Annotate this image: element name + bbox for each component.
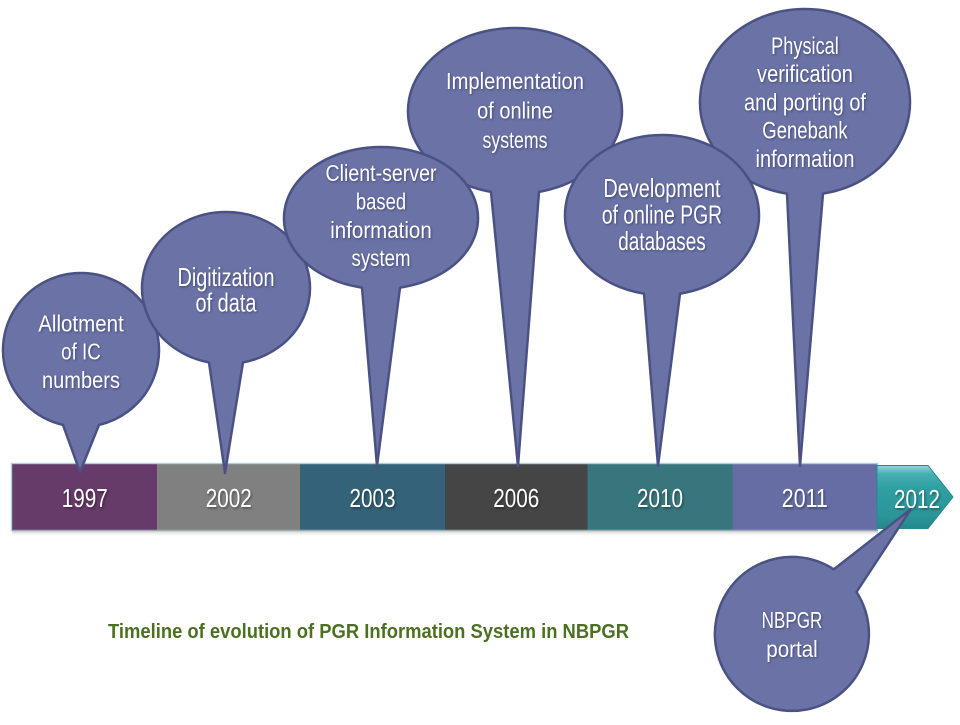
svg-text:2002: 2002 bbox=[206, 483, 252, 513]
svg-text:2006: 2006 bbox=[493, 483, 539, 513]
svg-text:numbers: numbers bbox=[42, 367, 120, 393]
svg-text:Allotment: Allotment bbox=[38, 310, 124, 336]
svg-text:of data: of data bbox=[196, 288, 257, 318]
svg-text:Client-server: Client-server bbox=[326, 160, 437, 186]
svg-text:portal: portal bbox=[766, 636, 818, 662]
svg-text:verification: verification bbox=[757, 61, 853, 88]
svg-text:NBPGR: NBPGR bbox=[762, 607, 823, 633]
svg-text:of IC: of IC bbox=[61, 339, 101, 365]
svg-text:Development: Development bbox=[603, 173, 721, 203]
svg-text:Physical: Physical bbox=[771, 33, 839, 60]
svg-text:and porting of: and porting of bbox=[744, 89, 866, 116]
svg-text:information: information bbox=[756, 146, 855, 173]
svg-text:of online: of online bbox=[477, 98, 553, 124]
svg-text:Implementation: Implementation bbox=[446, 68, 584, 94]
svg-text:2010: 2010 bbox=[637, 483, 683, 513]
svg-text:1997: 1997 bbox=[62, 483, 108, 513]
svg-text:2012: 2012 bbox=[894, 484, 940, 514]
svg-text:2003: 2003 bbox=[350, 483, 396, 513]
svg-text:systems: systems bbox=[483, 127, 548, 153]
svg-text:Timeline of evolution of PGR I: Timeline of evolution of PGR Information… bbox=[108, 621, 630, 643]
svg-text:databases: databases bbox=[618, 226, 706, 256]
svg-text:information: information bbox=[330, 217, 432, 243]
svg-text:of online PGR: of online PGR bbox=[602, 200, 722, 230]
svg-text:2011: 2011 bbox=[782, 483, 828, 513]
svg-text:based: based bbox=[356, 188, 406, 214]
svg-text:Digitization: Digitization bbox=[178, 262, 275, 292]
svg-text:Genebank: Genebank bbox=[762, 118, 848, 145]
svg-text:system: system bbox=[352, 245, 411, 271]
